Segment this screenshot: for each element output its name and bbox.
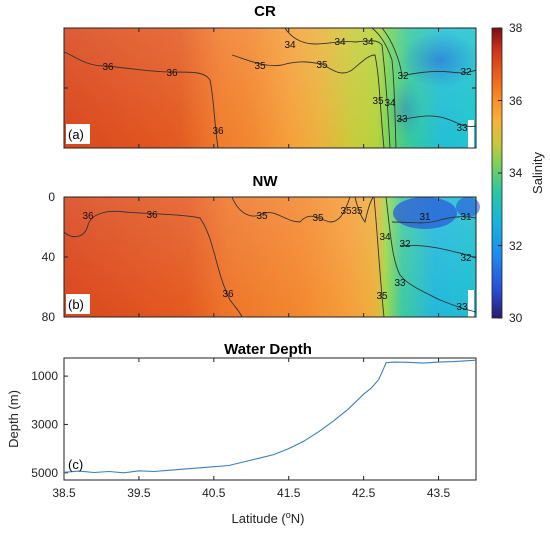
xtick-label: 38.5 xyxy=(52,486,76,500)
contour-label: 34 xyxy=(362,37,374,48)
panel-c-x-ticks: 38.5 39.5 40.5 41.5 42.5 43.5 xyxy=(52,358,451,500)
contour-label: 35 xyxy=(351,206,363,217)
panel-b-ytick-label: 40 xyxy=(42,250,56,264)
xtick-label: 43.5 xyxy=(427,486,451,500)
contour-label: 33 xyxy=(396,114,408,125)
panel-a-low-salinity-patch xyxy=(400,32,480,88)
contour-label: 32 xyxy=(399,239,411,250)
panel-b-contour-labels: 36 36 36 35 35 35 35 34 35 33 31 31 32 3… xyxy=(82,206,472,313)
colorbar: 38 36 34 32 30 Salinity xyxy=(491,21,545,325)
panel-c-label: (c) xyxy=(68,457,83,472)
contour-label: 36 xyxy=(146,210,158,221)
panel-c-frame xyxy=(63,357,477,481)
panel-b-contours xyxy=(63,196,477,318)
panel-c-title: Water Depth xyxy=(224,341,312,358)
contour-label: 35 xyxy=(312,213,324,224)
contour-label: 34 xyxy=(284,40,296,51)
panel-c-y-ticks: 1000 3000 5000 xyxy=(31,369,68,480)
contour-label: 33 xyxy=(456,302,468,313)
xtick-label: 41.5 xyxy=(277,486,301,500)
contour-label: 32 xyxy=(460,253,472,264)
panel-b-label: (b) xyxy=(68,297,84,312)
contour-label: 33 xyxy=(394,278,406,289)
contour-label: 36 xyxy=(102,62,114,73)
panel-b-low-salinity-patch xyxy=(393,197,457,229)
colorbar-tick-label: 36 xyxy=(509,94,523,108)
colorbar-tick-label: 30 xyxy=(509,311,523,325)
contour-label: 31 xyxy=(419,212,431,223)
ytick-label: 3000 xyxy=(31,417,58,431)
panel-b-ytick-label: 0 xyxy=(48,190,55,204)
contour-label: 36 xyxy=(82,211,94,222)
contour-label: 35 xyxy=(254,61,266,72)
panel-b-y-ticks xyxy=(64,196,476,318)
panel-a: 36 36 36 35 35 34 34 34 35 34 33 32 32 3… xyxy=(63,27,480,149)
xtick-label: 39.5 xyxy=(127,486,151,500)
contour-label: 36 xyxy=(222,289,234,300)
panel-a-contour-labels: 36 36 36 35 35 34 34 34 35 34 33 32 32 3… xyxy=(102,37,472,137)
contour-label: 35 xyxy=(316,60,328,71)
colorbar-label: Salinity xyxy=(530,152,545,194)
contour-label: 35 xyxy=(256,211,268,222)
colorbar-tick-label: 34 xyxy=(509,166,523,180)
contour-label: 35 xyxy=(340,206,352,217)
y-axis-label: Depth (m) xyxy=(6,390,21,448)
contour-label: 35 xyxy=(376,291,388,302)
xtick-label: 40.5 xyxy=(202,486,226,500)
water-depth-line xyxy=(63,359,477,474)
contour-label: 31 xyxy=(460,212,472,223)
panel-b-ytick-label: 80 xyxy=(42,310,56,324)
colorbar-tick-label: 38 xyxy=(509,21,523,35)
contour-label: 34 xyxy=(334,37,346,48)
panel-c: 1000 3000 5000 38.5 39.5 40.5 41.5 42.5 43.5 (c… xyxy=(6,357,477,526)
contour-label: 32 xyxy=(460,67,472,78)
ytick-label: 5000 xyxy=(31,466,58,480)
panel-b: 36 36 36 35 35 35 35 34 35 33 31 31 32 3… xyxy=(42,190,480,324)
panel-a-title: CR xyxy=(254,3,276,20)
panel-a-label: (a) xyxy=(68,127,84,142)
contour-label: 33 xyxy=(456,123,468,134)
panel-a-contours xyxy=(63,27,477,149)
contour-label: 34 xyxy=(379,232,391,243)
x-axis-label: Latitude (oN) xyxy=(232,510,305,526)
panel-b-title: NW xyxy=(253,173,279,190)
contour-label: 35 xyxy=(372,96,384,107)
contour-label: 34 xyxy=(384,98,396,109)
colorbar-tick-label: 32 xyxy=(509,239,523,253)
contour-label: 36 xyxy=(212,126,224,137)
xtick-label: 42.5 xyxy=(352,486,376,500)
contour-label: 36 xyxy=(166,68,178,79)
contour-label: 32 xyxy=(397,71,409,82)
ytick-label: 1000 xyxy=(31,369,58,383)
